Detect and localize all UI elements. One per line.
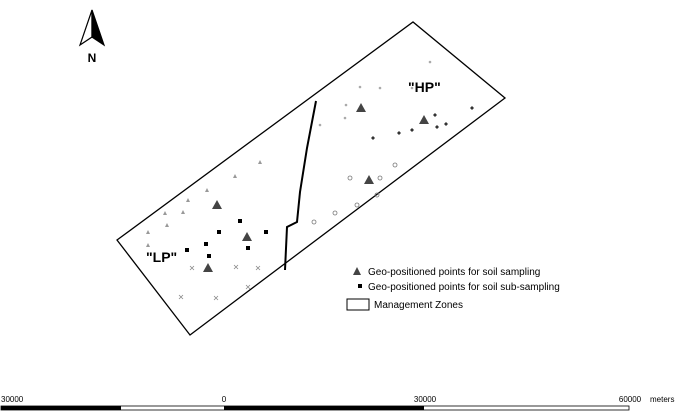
scale-bar: 30000 0 30000 60000 meters <box>0 395 674 411</box>
sample-point <box>246 246 250 250</box>
sample-point <box>428 60 432 64</box>
sample-point <box>344 103 348 107</box>
legend-triangle <box>353 267 361 275</box>
sample-point <box>347 175 353 181</box>
zone-label: "LP" <box>146 249 177 265</box>
sample-point <box>444 122 448 126</box>
scale-label: 30000 <box>1 395 24 404</box>
sample-point <box>433 113 437 117</box>
sample-point <box>204 242 208 246</box>
sample-point <box>207 254 211 258</box>
legend: Geo-positioned points for soil sampling … <box>346 267 560 311</box>
sample-point <box>163 211 167 215</box>
north-label: N <box>88 51 97 65</box>
sample-point <box>217 230 221 234</box>
legend-label: Geo-positioned points for soil sampling <box>368 267 540 278</box>
sample-point <box>178 294 184 300</box>
sample-point <box>419 115 429 124</box>
sample-point <box>238 219 242 223</box>
sample-point <box>255 265 261 271</box>
sample-point <box>410 86 414 90</box>
sample-point <box>332 210 338 216</box>
sample-point <box>318 123 322 127</box>
sample-point <box>165 223 169 227</box>
sample-point <box>205 188 209 192</box>
sample-point <box>233 174 237 178</box>
scale-label: 30000 <box>414 395 437 404</box>
sample-point <box>258 160 262 164</box>
sample-point <box>203 263 213 272</box>
sample-point <box>470 106 474 110</box>
legend-square <box>358 284 362 288</box>
zone-divider <box>284 100 317 271</box>
legend-rect <box>346 298 370 311</box>
sample-point <box>397 131 401 135</box>
scale-label: 0 <box>222 395 227 404</box>
legend-label: Management Zones <box>374 300 463 311</box>
scale-label: 60000 <box>619 395 642 404</box>
sample-point <box>364 175 374 184</box>
sample-point <box>378 86 382 90</box>
sample-point <box>377 175 383 181</box>
sample-point <box>358 85 362 89</box>
sample-point <box>356 103 366 112</box>
sample-point <box>374 192 380 198</box>
legend-label: Geo-positioned points for soil sub-sampl… <box>368 282 560 293</box>
sample-point <box>435 125 439 129</box>
sample-point <box>371 136 375 140</box>
sample-point <box>392 162 398 168</box>
sample-point <box>242 232 252 241</box>
north-arrow: N <box>78 9 106 65</box>
zone-label: "HP" <box>408 79 441 95</box>
sample-point <box>233 264 239 270</box>
sample-point <box>410 128 414 132</box>
sample-point <box>245 284 251 290</box>
sample-point <box>146 230 150 234</box>
sample-points <box>146 60 474 301</box>
sample-point <box>354 202 360 208</box>
scale-unit: meters <box>650 395 674 404</box>
field-boundary <box>116 21 507 336</box>
sample-point <box>185 248 189 252</box>
sample-point <box>146 243 150 247</box>
sample-point <box>181 210 185 214</box>
sample-point <box>343 116 347 120</box>
sample-point <box>213 295 219 301</box>
sample-point <box>186 198 190 202</box>
sample-point <box>212 200 222 209</box>
sample-point <box>264 230 268 234</box>
sample-point <box>189 265 195 271</box>
sample-point <box>311 219 317 225</box>
